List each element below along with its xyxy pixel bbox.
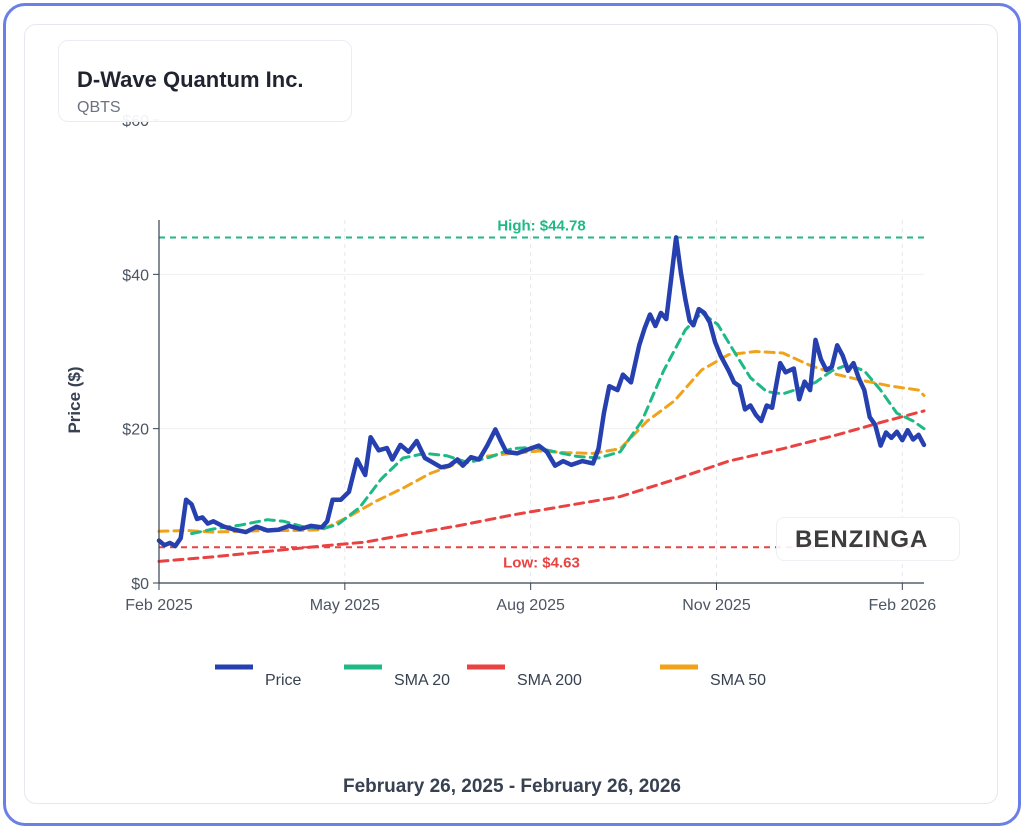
reference-lines: High: $44.78 Low: $4.63 [159,217,924,571]
ticker-symbol: QBTS [77,99,121,116]
watermark-box: BENZINGA [776,517,960,561]
title-box: D-Wave Quantum Inc. QBTS [58,40,352,122]
y-tick-label: $0 [131,576,149,593]
low-annotation: Low: $4.63 [503,554,580,571]
x-tick-label: Feb 2025 [125,597,193,614]
legend-label: SMA 200 [517,672,582,689]
legend-label: SMA 50 [710,672,766,689]
x-tick-label: Nov 2025 [682,597,751,614]
legend-label: Price [265,672,302,689]
date-range: February 26, 2025 - February 26, 2026 [343,776,681,797]
series-price-line [156,235,927,549]
series-layer [156,235,927,563]
high-annotation: High: $44.78 [497,217,585,234]
y-axis-label: Price ($) [65,366,84,433]
y-tick-label: $20 [122,422,149,439]
y-tick-label: $40 [122,267,149,284]
x-tick-label: Feb 2026 [869,597,937,614]
grid-layer [158,220,924,583]
legend: Price SMA 20 SMA 200 SMA 50 [215,664,766,689]
legend-label: SMA 20 [394,672,450,689]
axis-layer: Feb 2025 May 2025 Aug 2025 Nov 2025 Feb 2026… [122,113,936,614]
series-sma-20-line [190,311,926,536]
chart-card [24,24,998,804]
watermark-logo: BENZINGA [795,526,929,553]
x-tick-label: Aug 2025 [496,597,565,614]
x-tick-label: May 2025 [310,597,380,614]
series-sma-200-line [157,409,926,563]
page-title: D-Wave Quantum Inc. [77,67,304,92]
